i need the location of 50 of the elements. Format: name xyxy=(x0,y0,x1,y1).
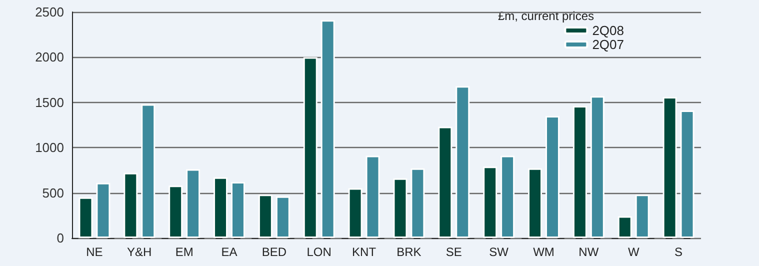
bar xyxy=(545,116,560,238)
y-tick-label: 2000 xyxy=(35,50,64,65)
x-tick-label: NW xyxy=(578,245,600,259)
y-tick-label: 1500 xyxy=(35,94,64,110)
bar xyxy=(572,106,587,238)
bar xyxy=(618,216,632,238)
x-tick-label: W xyxy=(628,245,640,259)
y-tick-label: 500 xyxy=(42,185,64,200)
bar xyxy=(276,196,290,238)
x-tick-label: BED xyxy=(262,245,287,259)
bar xyxy=(320,20,335,238)
bar xyxy=(258,194,272,238)
bar xyxy=(393,178,408,238)
x-tick-label: NE xyxy=(86,245,103,259)
bar xyxy=(348,188,362,238)
x-tick-label: Y&H xyxy=(127,245,152,259)
bar xyxy=(438,126,452,238)
bar xyxy=(410,168,425,238)
bar xyxy=(214,177,228,238)
bar xyxy=(483,166,498,238)
x-tick-label: EA xyxy=(221,245,238,259)
x-tick-label: SE xyxy=(446,245,462,259)
x-tick-label: WM xyxy=(533,245,554,259)
x-tick-label: KNT xyxy=(352,245,377,259)
y-tick-label: 0 xyxy=(56,230,64,246)
bar xyxy=(528,168,542,238)
bar xyxy=(96,182,110,238)
bar xyxy=(303,57,318,238)
bar xyxy=(141,104,156,238)
x-tick-label: EM xyxy=(175,245,194,259)
x-tick-label: LON xyxy=(306,245,332,259)
legend-label: 2Q08 xyxy=(592,23,624,38)
y-tick-label: 1000 xyxy=(35,140,64,156)
x-tick-label: BRK xyxy=(396,245,422,259)
bar xyxy=(662,96,677,238)
x-tick-label: S xyxy=(674,245,683,259)
bar xyxy=(78,197,93,238)
bar xyxy=(680,110,694,238)
bar xyxy=(124,172,138,238)
x-tick-label: SW xyxy=(489,245,510,259)
bar xyxy=(230,182,245,238)
bar xyxy=(500,156,515,238)
bar xyxy=(186,169,200,238)
bar xyxy=(366,156,380,238)
y-tick-label: 2500 xyxy=(35,4,64,20)
bar xyxy=(590,96,604,238)
legend-label: 2Q07 xyxy=(592,37,624,52)
bar xyxy=(635,194,650,238)
bar xyxy=(456,86,470,238)
bar xyxy=(168,186,183,238)
